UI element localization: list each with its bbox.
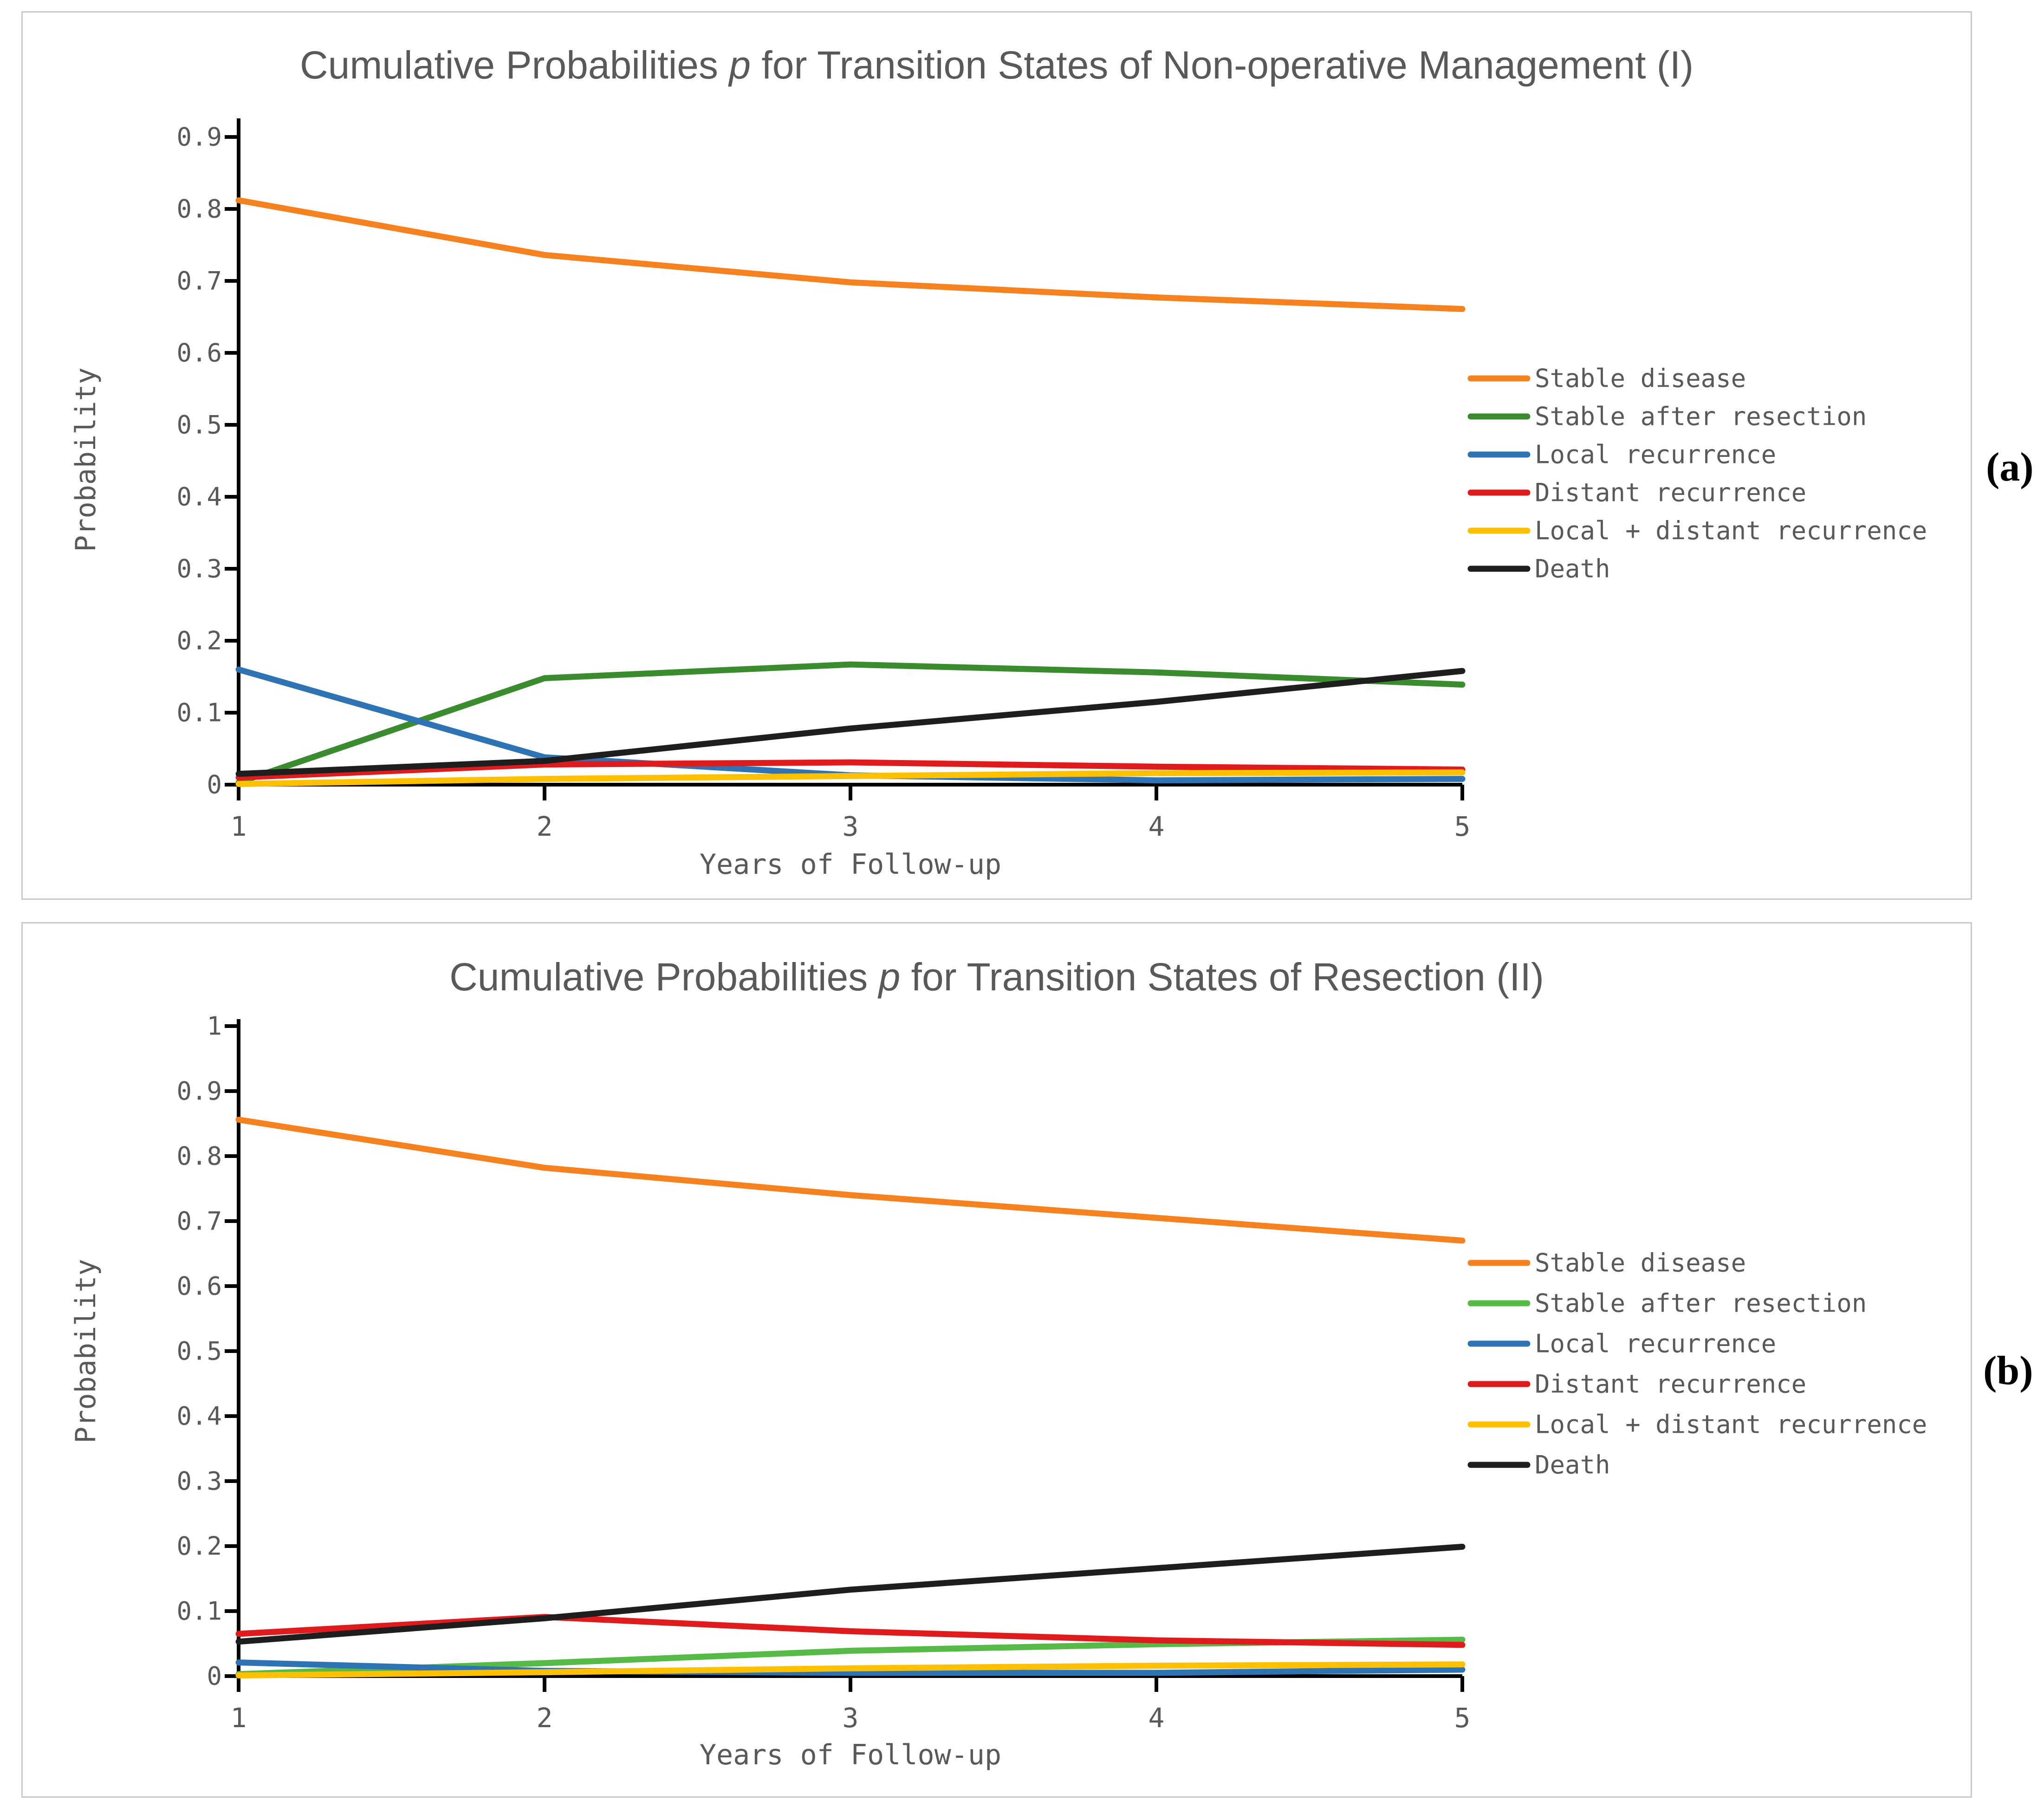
chart-a-y-tick-label: 0.8 bbox=[176, 195, 222, 224]
chart-b-y-tick-label: 0.6 bbox=[176, 1272, 222, 1301]
panel-b-figure-label: (b) bbox=[1983, 1348, 2033, 1393]
chart-b-y-tick-label: 0 bbox=[207, 1662, 222, 1691]
chart-b-series-line-local-recurrence bbox=[235, 1659, 1466, 1676]
chart-a-x-axis-title: Years of Follow-up bbox=[700, 848, 1001, 881]
chart-a-series-line-death bbox=[235, 668, 1466, 777]
chart-a-x-tick-label: 1 bbox=[231, 811, 247, 842]
chart-b-y-tick-label: 0.5 bbox=[176, 1337, 222, 1366]
chart-b-y-tick-label: 0.4 bbox=[176, 1402, 222, 1431]
chart-a-title-suffix: for Transition States of Non-operative M… bbox=[751, 43, 1694, 87]
chart-b-y-axis-title: Probability bbox=[70, 1259, 102, 1443]
chart-a-y-tick-label: 0.3 bbox=[176, 554, 222, 584]
chart-b-series-line-distant-recurrence bbox=[235, 1614, 1466, 1648]
chart-b-legend-label-local-recurrence: Local recurrence bbox=[1535, 1329, 1776, 1359]
chart-a-y-tick-label: 0 bbox=[207, 770, 222, 800]
chart-b-title: Cumulative Probabilities p for Transitio… bbox=[21, 955, 1972, 1000]
chart-b-x-tick-label: 5 bbox=[1454, 1702, 1471, 1734]
chart-a-x-tick-label: 5 bbox=[1454, 811, 1471, 842]
panel-a-figure-label: (a) bbox=[1986, 445, 2034, 490]
chart-a-title-prefix: Cumulative Probabilities bbox=[299, 43, 729, 87]
chart-b-y-tick-label: 0.2 bbox=[176, 1532, 222, 1561]
chart-b-y-tick-label: 0.7 bbox=[176, 1207, 222, 1236]
chart-panel-b bbox=[21, 922, 1972, 1798]
chart-b-legend-label-stable-after-resection: Stable after resection bbox=[1535, 1289, 1867, 1318]
chart-b-series-line-stable-disease bbox=[235, 1117, 1466, 1244]
chart-b-x-tick-label: 2 bbox=[537, 1702, 553, 1734]
chart-a-x-tick-label: 4 bbox=[1149, 811, 1165, 842]
chart-b-title-prefix: Cumulative Probabilities bbox=[449, 955, 879, 999]
chart-b-x-tick-label: 1 bbox=[231, 1702, 247, 1734]
chart-a-x-tick-label: 3 bbox=[843, 811, 859, 842]
chart-a-series-line-local-distant-recurrence bbox=[235, 769, 1466, 787]
chart-a-y-tick-label: 0.2 bbox=[176, 626, 222, 656]
chart-b-legend-label-death: Death bbox=[1535, 1450, 1610, 1480]
chart-b-y-tick-label: 0.9 bbox=[176, 1077, 222, 1106]
chart-a-legend-label-stable-after-resection: Stable after resection bbox=[1535, 402, 1867, 431]
chart-b-legend-label-local-distant-recurrence: Local + distant recurrence bbox=[1535, 1410, 1927, 1439]
chart-a-title-italic-p: p bbox=[729, 43, 751, 87]
chart-a-series-line-distant-recurrence bbox=[235, 759, 1466, 780]
chart-a-legend-label-distant-recurrence: Distant recurrence bbox=[1535, 478, 1806, 507]
chart-a-x-tick-label: 2 bbox=[537, 811, 553, 842]
chart-b-legend-label-stable-disease: Stable disease bbox=[1535, 1248, 1746, 1278]
chart-b-x-axis-title: Years of Follow-up bbox=[700, 1739, 1001, 1771]
chart-b-title-italic-p: p bbox=[878, 955, 901, 999]
chart-b-title-suffix: for Transition States of Resection (II) bbox=[900, 955, 1544, 999]
chart-panel-a bbox=[21, 11, 1972, 900]
chart-b-y-tick-label: 1 bbox=[207, 1012, 222, 1041]
chart-a-legend-label-death: Death bbox=[1535, 554, 1610, 584]
chart-a-y-tick-label: 0.7 bbox=[176, 267, 222, 296]
chart-b-legend-label-distant-recurrence: Distant recurrence bbox=[1535, 1370, 1806, 1399]
chart-b-series-line-death bbox=[235, 1543, 1466, 1645]
chart-b-y-tick-label: 0.8 bbox=[176, 1142, 222, 1171]
chart-a-y-tick-label: 0.9 bbox=[176, 123, 222, 152]
chart-a-y-tick-label: 0.1 bbox=[176, 698, 222, 728]
chart-a-y-tick-label: 0.5 bbox=[176, 410, 222, 440]
chart-b-x-tick-label: 3 bbox=[843, 1702, 859, 1734]
chart-a-y-tick-label: 0.4 bbox=[176, 482, 222, 512]
chart-a-legend-label-local-distant-recurrence: Local + distant recurrence bbox=[1535, 516, 1927, 546]
chart-a-y-tick-label: 0.6 bbox=[176, 338, 222, 368]
chart-b-series-line-local-distant-recurrence bbox=[235, 1661, 1466, 1679]
chart-b-x-tick-label: 4 bbox=[1149, 1702, 1165, 1734]
chart-a-title: Cumulative Probabilities p for Transitio… bbox=[21, 43, 1972, 88]
chart-a-series-line-stable-disease bbox=[235, 197, 1466, 312]
chart-b-y-tick-label: 0.1 bbox=[176, 1597, 222, 1626]
chart-a-y-axis-title: Probability bbox=[70, 367, 102, 552]
chart-a-series-line-stable-after-resection bbox=[235, 661, 1466, 786]
chart-a-legend-label-local-recurrence: Local recurrence bbox=[1535, 440, 1776, 469]
chart-a-legend-label-stable-disease: Stable disease bbox=[1535, 364, 1746, 393]
chart-b-y-tick-label: 0.3 bbox=[176, 1467, 222, 1496]
